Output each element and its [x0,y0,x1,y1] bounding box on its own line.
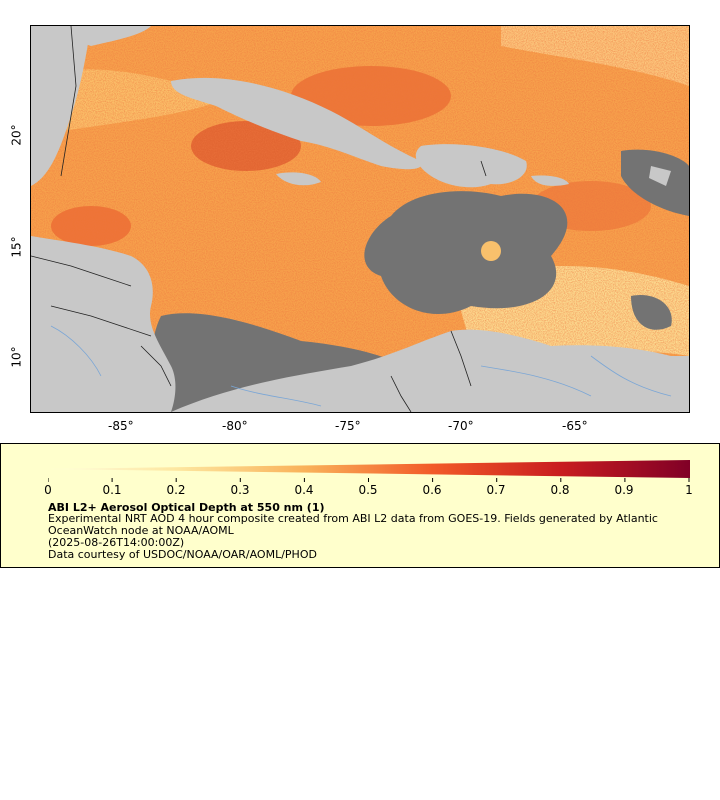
land-south-america [171,329,689,412]
colorbar-tick: 0.5 [358,483,378,497]
land-lesser-antilles [649,166,671,186]
aod-map [30,25,690,413]
colorbar-tick: 1 [685,483,693,497]
colorbar-tick: 0.9 [614,483,634,497]
legend-timestamp: (2025-08-26T14:00:00Z) [48,536,185,549]
x-tick-label: -75° [335,419,361,433]
legend-description: Experimental NRT AOD 4 hour composite cr… [48,512,658,525]
land-puerto-rico [531,175,569,186]
colorbar-tick: 0.6 [422,483,442,497]
land-jamaica [276,172,321,186]
colorbar-tick: 0.8 [550,483,570,497]
colorbar [48,460,690,482]
x-tick-label: -65° [562,419,588,433]
no-data-region [631,295,672,330]
map-canvas [31,26,689,412]
colorbar-fill [48,460,690,478]
x-tick-label: -80° [222,419,248,433]
land-hispaniola [415,144,527,188]
y-tick-label: 20° [9,124,24,146]
y-tick-label: 15° [9,236,24,258]
colorbar-tick: 0 [44,483,52,497]
no-data-region [621,149,689,216]
land-bahamas [61,26,151,46]
no-data-region [364,191,568,315]
colorbar-tick: 0.7 [486,483,506,497]
x-tick-label: -85° [108,419,134,433]
legend-title: ABI L2+ Aerosol Optical Depth at 550 nm … [48,501,325,514]
land-central-america [31,236,176,412]
y-tick-label: 10° [9,346,24,368]
colorbar-tick: 0.2 [166,483,186,497]
country-borders [31,26,487,412]
colorbar-tick: 0.1 [102,483,122,497]
no-data-speck [481,241,501,261]
rivers [50,325,672,407]
legend-credit: Data courtesy of USDOC/NOAA/OAR/AOML/PHO… [48,548,317,561]
land-yucatan [31,26,91,186]
colorbar-tick: 0.4 [294,483,314,497]
colorbar-tick: 0.3 [230,483,250,497]
x-tick-label: -70° [448,419,474,433]
legend-panel: 0 0.1 0.2 0.3 0.4 0.5 0.6 0.7 0.8 0.9 1 … [0,443,720,568]
legend-description-cont: OceanWatch node at NOAA/AOML [48,524,234,537]
land-cuba [171,77,422,170]
